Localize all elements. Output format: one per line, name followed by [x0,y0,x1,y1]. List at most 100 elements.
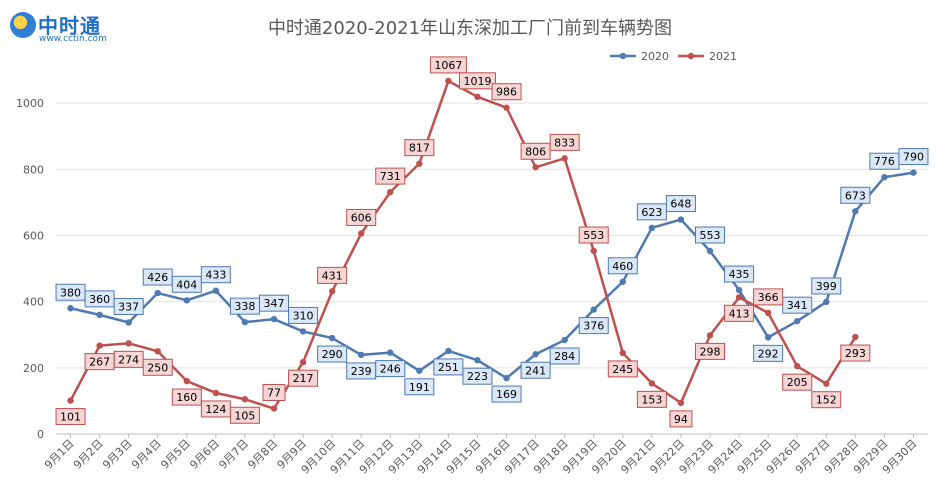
y-tick-label: 600 [23,229,44,242]
data-point-2021 [445,77,452,85]
data-point-2020 [212,287,220,294]
x-tick-label: 9月4日 [129,437,164,472]
data-label-2020: 347 [264,297,285,310]
data-point-2021 [823,380,830,387]
data-point-2020 [735,286,743,294]
data-label-box-2020 [317,345,348,363]
y-tick-label: 0 [37,428,44,441]
data-label-box-2021 [429,56,467,74]
data-label-box-2020 [724,265,755,283]
data-point-2020 [561,336,568,344]
data-label-2020: 376 [583,320,604,333]
data-label-2020: 169 [496,388,517,401]
data-label-2020: 673 [845,189,866,202]
data-label-box-2021 [142,358,173,376]
data-label-box-2020 [753,344,784,362]
data-label-2021: 101 [60,411,81,424]
brand-name: 中时通 [38,14,101,38]
data-label-2021: 153 [641,393,662,406]
data-point-2020 [764,334,772,341]
data-label-box-2021 [520,142,551,160]
data-point-2021 [328,288,336,295]
legend-label-2020: 2020 [641,50,669,63]
data-label-2021: 833 [554,136,575,149]
data-label-box-2020 [607,257,638,275]
data-label-box-2020 [578,317,609,335]
data-point-2020 [619,278,626,285]
data-label-box-2021 [55,408,86,426]
data-point-2020 [154,289,161,297]
data-label-2021: 250 [147,361,168,374]
data-point-2020 [910,169,917,176]
data-point-2020 [299,328,307,335]
data-label-box-2020 [462,367,493,385]
data-point-2020 [503,374,510,382]
data-point-2021 [474,93,481,101]
data-label-2020: 360 [89,293,110,306]
data-point-2021 [416,160,423,167]
data-point-2021 [764,309,772,317]
data-label-box-2020 [113,297,144,315]
data-label-box-2021 [171,388,202,406]
data-label-2020: 426 [147,271,168,284]
data-label-2021: 217 [293,372,314,385]
data-label-2020: 290 [322,348,343,361]
data-label-box-2021 [491,83,522,101]
data-label-2021: 77 [267,387,281,400]
data-label-box-2020 [695,226,725,244]
y-tick-label: 1000 [16,97,44,110]
data-label-2021: 293 [845,347,866,360]
data-label-2021: 431 [322,269,343,282]
x-tick-label: 9月8日 [245,437,280,472]
data-point-2020 [270,315,278,323]
data-point-2021 [590,247,597,255]
data-label-2020: 460 [612,260,633,273]
data-point-2020 [881,174,888,181]
x-tick-label: 9月5日 [158,437,193,472]
data-label-2021: 152 [816,394,837,407]
legend-marker-2021 [687,52,695,60]
y-tick-label: 400 [23,296,44,309]
x-tick-label: 9月1日 [42,437,77,472]
data-label-box-2021 [404,139,435,157]
data-label-box-2021 [782,373,813,391]
data-label-box-2020 [200,266,231,284]
data-label-2020: 310 [293,309,314,322]
data-label-2021: 94 [674,413,688,426]
data-point-2020 [852,208,859,215]
data-label-box-2021 [724,304,755,322]
data-point-2020 [96,311,103,319]
data-point-2020 [823,298,830,306]
data-point-2021 [67,397,74,404]
data-point-2020 [125,319,132,326]
data-point-2021 [241,396,249,403]
brand-logo: 中时通 www.cctin.com [10,10,110,46]
data-label-box-2021 [375,167,406,185]
data-point-2021 [852,333,859,341]
data-point-2021 [561,155,568,162]
data-point-2021 [648,380,656,387]
data-label-2021: 124 [205,403,226,416]
data-label-2021: 986 [496,86,517,99]
data-label-2020: 191 [409,381,430,394]
data-point-2021 [154,348,161,355]
data-label-2021: 366 [758,291,779,304]
data-label-box-2021 [636,390,667,408]
data-label-2020: 292 [758,347,779,360]
data-label-2021: 413 [729,307,750,320]
data-point-2020 [445,347,452,355]
data-label-2021: 606 [351,211,372,224]
x-tick-label: 9月7日 [216,437,251,472]
data-label-box-2020 [375,360,406,378]
data-point-2020 [794,317,801,325]
brand-url: www.cctin.com [39,34,107,44]
data-label-box-2020 [259,294,289,312]
data-label-box-2020 [811,277,842,295]
data-label-2020: 251 [438,361,459,374]
data-point-2021 [677,399,685,407]
data-label-box-2020 [520,361,551,379]
data-label-2020: 284 [554,350,575,363]
data-point-2021 [735,294,743,301]
data-point-2021 [96,342,103,349]
